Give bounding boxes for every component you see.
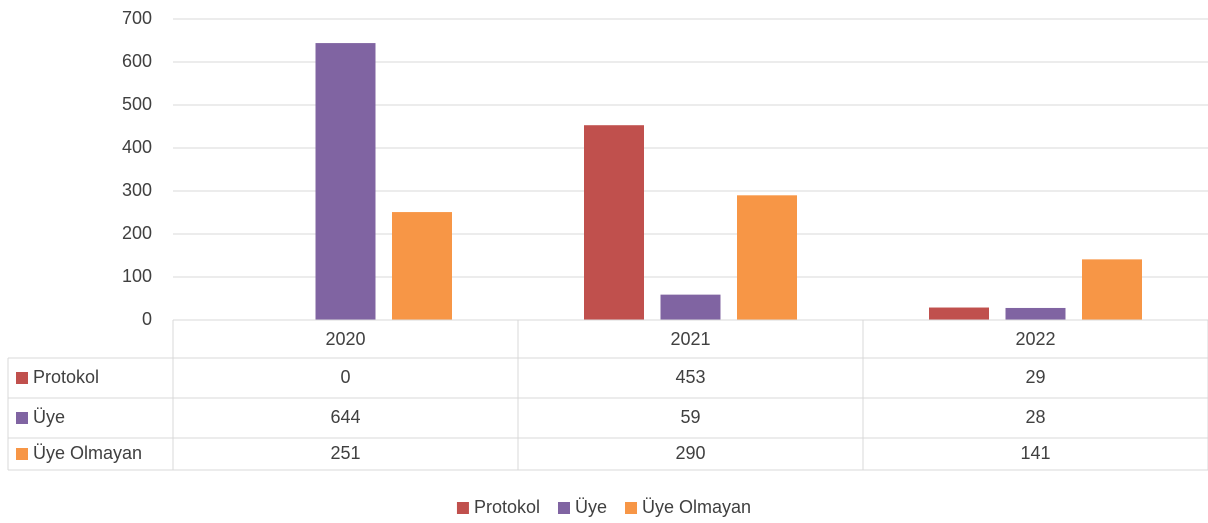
- legend-key: [557, 502, 570, 514]
- table-row-label: Üye: [33, 407, 65, 427]
- table-legend-key: [16, 448, 28, 460]
- table-cell: 290: [675, 443, 705, 463]
- bar: [392, 212, 452, 320]
- table-cell: 453: [675, 367, 705, 387]
- legend-label: Üye: [575, 497, 607, 517]
- x-tick-label: 2021: [670, 329, 710, 349]
- table-cell: 0: [340, 367, 350, 387]
- legend-label: Üye Olmayan: [642, 497, 751, 517]
- y-tick-label: 300: [122, 180, 152, 200]
- table-row-label: Protokol: [33, 367, 99, 387]
- y-tick-label: 600: [122, 51, 152, 71]
- table-cell: 141: [1020, 443, 1050, 463]
- y-tick-label: 100: [122, 266, 152, 286]
- table-legend-key: [16, 412, 28, 424]
- table-cell: 251: [330, 443, 360, 463]
- y-tick-label: 400: [122, 137, 152, 157]
- bar: [929, 307, 989, 320]
- x-tick-label: 2022: [1015, 329, 1055, 349]
- table-cell: 28: [1025, 407, 1045, 427]
- bar: [315, 43, 376, 321]
- y-tick-label: 200: [122, 223, 152, 243]
- legend-key: [625, 502, 638, 514]
- legend-label: Protokol: [474, 497, 540, 517]
- legend-key: [456, 502, 469, 514]
- table-cell: 644: [330, 407, 360, 427]
- bar: [1082, 259, 1142, 320]
- table-row-label: Üye Olmayan: [33, 443, 142, 463]
- bar: [584, 125, 644, 321]
- y-tick-label: 500: [122, 94, 152, 114]
- bar: [737, 195, 797, 320]
- y-tick-label: 0: [142, 309, 152, 329]
- bar: [1005, 307, 1066, 320]
- table-legend-key: [16, 372, 28, 384]
- table-cell: 29: [1025, 367, 1045, 387]
- bar: [660, 294, 721, 320]
- table-cell: 59: [680, 407, 700, 427]
- x-tick-label: 2020: [325, 329, 365, 349]
- y-tick-label: 700: [122, 8, 152, 28]
